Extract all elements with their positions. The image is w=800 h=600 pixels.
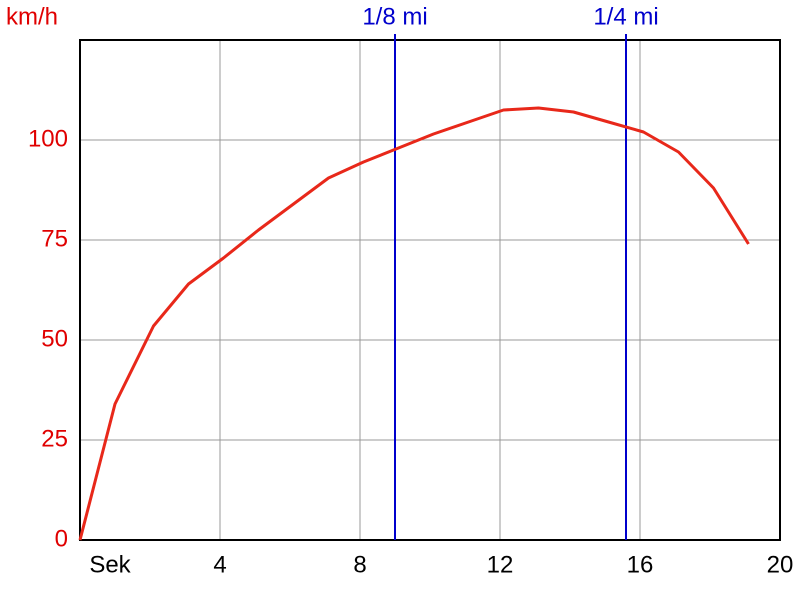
x-tick-label: Sek — [89, 551, 131, 578]
y-tick-label: 0 — [55, 525, 68, 552]
plot-frame — [79, 39, 781, 541]
y-tick-label: 100 — [28, 125, 68, 152]
y-axis-label: km/h — [6, 3, 58, 30]
x-tick-label: 8 — [353, 551, 366, 578]
y-tick-label: 25 — [41, 425, 68, 452]
x-tick-label: 12 — [487, 551, 514, 578]
x-tick-label: 4 — [213, 551, 226, 578]
x-tick-label: 16 — [627, 551, 654, 578]
distance-marker-label: 1/4 mi — [593, 3, 658, 30]
y-tick-label: 75 — [41, 225, 68, 252]
distance-marker-label: 1/8 mi — [362, 3, 427, 30]
data-line — [78, 106, 750, 541]
x-tick-label: 20 — [767, 551, 794, 578]
y-tick-label: 50 — [41, 325, 68, 352]
